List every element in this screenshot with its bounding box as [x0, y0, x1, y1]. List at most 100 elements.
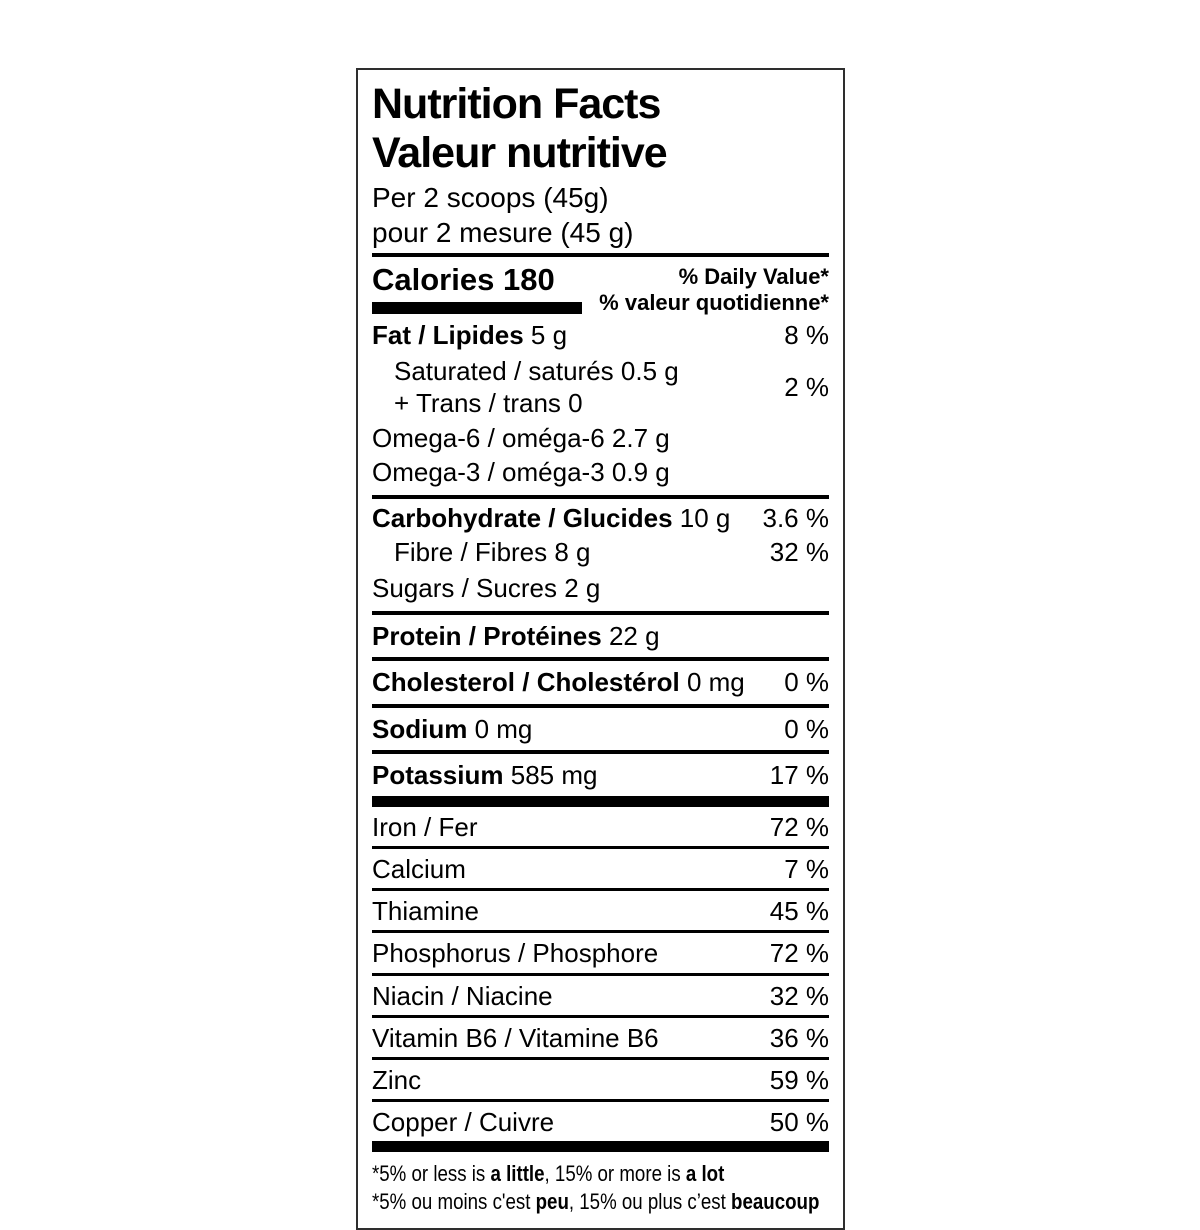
- micronutrient-name: Zinc: [372, 1064, 422, 1095]
- separator: [372, 657, 829, 662]
- footnote-fr-bold-2: beaucoup: [731, 1189, 820, 1215]
- nutrient-name-saturated: Saturated / saturés 0.5 g: [394, 356, 679, 387]
- separator-top: [372, 253, 829, 258]
- separator: [372, 1056, 829, 1060]
- separator: [372, 888, 829, 892]
- footnote-en-text: , 15% or more is: [544, 1161, 686, 1187]
- nutrient-dv: 3.6 %: [762, 502, 830, 533]
- micronutrient-dv: 59 %: [769, 1064, 829, 1095]
- footnote-en-bold-1: a little: [490, 1161, 545, 1187]
- calories-label-value: Calories 180: [372, 262, 582, 298]
- nutrient-name-bold: Fat / Lipides: [372, 320, 524, 351]
- calories-group: Calories 180: [372, 262, 582, 314]
- micronutrient-name: Iron / Fer: [372, 811, 478, 842]
- nutrient-amount: 585 mg: [510, 759, 598, 790]
- nutrient-dv: 0 %: [784, 713, 829, 744]
- micronutrient-dv: 72 %: [769, 938, 829, 969]
- footnote-en-bold-2: a lot: [685, 1161, 725, 1187]
- nutrient-name-bold: Cholesterol / Cholestérol: [372, 667, 680, 698]
- nutrient-amount: 10 g: [679, 502, 731, 533]
- daily-value-header-en: % Daily Value*: [678, 264, 829, 290]
- nutrient-row-fat: Fat / Lipides 5 g 8 %: [372, 316, 829, 354]
- micronutrient-dv: 50 %: [769, 1107, 829, 1137]
- micronutrient-name: Niacin / Niacine: [372, 980, 553, 1011]
- nutrient-name: Potassium 585 mg: [372, 760, 597, 790]
- nutrient-row-carbohydrate: Carbohydrate / Glucides 10 g 3.6 %: [372, 499, 829, 537]
- micronutrient-name: Phosphorus / Phosphore: [372, 938, 659, 969]
- micronutrient-dv: 7 %: [784, 854, 829, 885]
- nutrient-dv: 17 %: [769, 759, 829, 790]
- nutrient-name-trans: + Trans / trans 0: [394, 388, 583, 419]
- nutrition-facts-label: Nutrition Facts Valeur nutritive Per 2 s…: [356, 68, 845, 1230]
- separator: [372, 930, 829, 934]
- micronutrient-dv: 45 %: [769, 896, 829, 927]
- daily-value-header: % Daily Value* % valeur quotidienne*: [599, 264, 829, 316]
- nutrient-dv: 0 %: [784, 667, 829, 698]
- nutrient-name: Sodium 0 mg: [372, 714, 532, 744]
- calories-underline-bar: [372, 301, 582, 314]
- micronutrient-row-iron: Iron / Fer 72 %: [372, 807, 829, 846]
- nutrient-row-omega3: Omega-3 / oméga-3 0.9 g: [372, 456, 670, 487]
- nutrient-dv: 32 %: [769, 536, 829, 567]
- separator: [372, 494, 829, 499]
- footnote-en-text: *5% or less is: [372, 1161, 491, 1187]
- nutrient-row-protein: Protein / Protéines 22 g: [372, 615, 829, 657]
- saturated-trans-lines: Saturated / saturés 0.5 g + Trans / tran…: [372, 355, 679, 419]
- title-en: Nutrition Facts: [372, 80, 661, 128]
- micronutrient-name: Copper / Cuivre: [372, 1107, 555, 1137]
- micronutrient-dv: 36 %: [769, 1022, 829, 1053]
- nutrient-name: Fibre / Fibres 8 g: [394, 536, 591, 567]
- separator: [372, 611, 829, 616]
- calories-value: 180: [502, 262, 555, 298]
- micronutrient-dv: 72 %: [769, 811, 829, 842]
- separator: [372, 972, 829, 976]
- calories-row: Calories 180 % Daily Value* % valeur quo…: [372, 257, 829, 316]
- nutrient-name: Protein / Protéines 22 g: [372, 621, 660, 651]
- serving-size-fr: pour 2 mesure (45 g): [372, 216, 634, 248]
- nutrient-name: Carbohydrate / Glucides 10 g: [372, 503, 730, 533]
- nutrient-amount: 0 mg: [686, 667, 745, 698]
- footnote-fr-bold-1: peu: [535, 1189, 569, 1215]
- nutrient-dv: 8 %: [784, 320, 829, 351]
- micronutrient-name: Calcium: [372, 854, 466, 885]
- nutrient-amount: 0 mg: [474, 713, 533, 744]
- separator: [372, 1014, 829, 1018]
- nutrient-row-potassium: Potassium 585 mg 17 %: [372, 754, 829, 796]
- micronutrient-name: Thiamine: [372, 896, 479, 927]
- nutrient-name-bold: Sodium: [372, 713, 468, 744]
- micronutrient-row-niacin: Niacin / Niacine 32 %: [372, 976, 829, 1015]
- footnotes: *5% or less is a little, 15% or more is …: [372, 1160, 829, 1216]
- title-fr: Valeur nutritive: [372, 129, 668, 178]
- nutrient-row-sugars: Sugars / Sucres 2 g: [372, 573, 601, 604]
- calories-label: Calories: [372, 262, 495, 298]
- thick-bar-separator: [372, 795, 829, 807]
- micronutrient-row-phosphorus: Phosphorus / Phosphore 72 %: [372, 933, 829, 972]
- nutrient-name: Fat / Lipides 5 g: [372, 320, 567, 350]
- micronutrient-row-thiamine: Thiamine 45 %: [372, 891, 829, 930]
- serving-size-en: Per 2 scoops (45g): [372, 181, 609, 213]
- nutrient-name-bold: Protein / Protéines: [372, 621, 602, 652]
- footnote-fr-text: , 15% ou plus c’est: [568, 1189, 732, 1215]
- nutrient-row-omega6: Omega-6 / oméga-6 2.7 g: [372, 422, 670, 453]
- nutrient-row-fibre: Fibre / Fibres 8 g 32 %: [372, 537, 829, 571]
- micronutrient-row-copper: Copper / Cuivre 50 %: [372, 1102, 829, 1141]
- micronutrient-name: Vitamin B6 / Vitamine B6: [372, 1022, 659, 1053]
- micronutrient-row-calcium: Calcium 7 %: [372, 849, 829, 888]
- footnote-fr-text: *5% ou moins c'est: [372, 1189, 536, 1215]
- separator: [372, 846, 829, 850]
- separator: [372, 749, 829, 754]
- nutrient-name: Cholesterol / Cholestérol 0 mg: [372, 667, 745, 697]
- nutrient-row-cholesterol: Cholesterol / Cholestérol 0 mg 0 %: [372, 661, 829, 703]
- micronutrient-row-zinc: Zinc 59 %: [372, 1060, 829, 1099]
- micronutrient-dv: 32 %: [769, 980, 829, 1011]
- thick-bar-separator: [372, 1141, 829, 1153]
- footnote-fr: *5% ou moins c'est peu, 15% ou plus c’es…: [372, 1188, 819, 1216]
- separator: [372, 1099, 829, 1102]
- nutrient-dv: 2 %: [784, 372, 829, 403]
- footnote-en: *5% or less is a little, 15% or more is …: [372, 1160, 760, 1188]
- separator: [372, 703, 829, 708]
- nutrient-amount: 5 g: [530, 320, 568, 351]
- nutrient-row-sodium: Sodium 0 mg 0 %: [372, 708, 829, 750]
- micronutrient-row-vitamin-b6: Vitamin B6 / Vitamine B6 36 %: [372, 1018, 829, 1057]
- daily-value-header-fr: % valeur quotidienne*: [599, 290, 829, 316]
